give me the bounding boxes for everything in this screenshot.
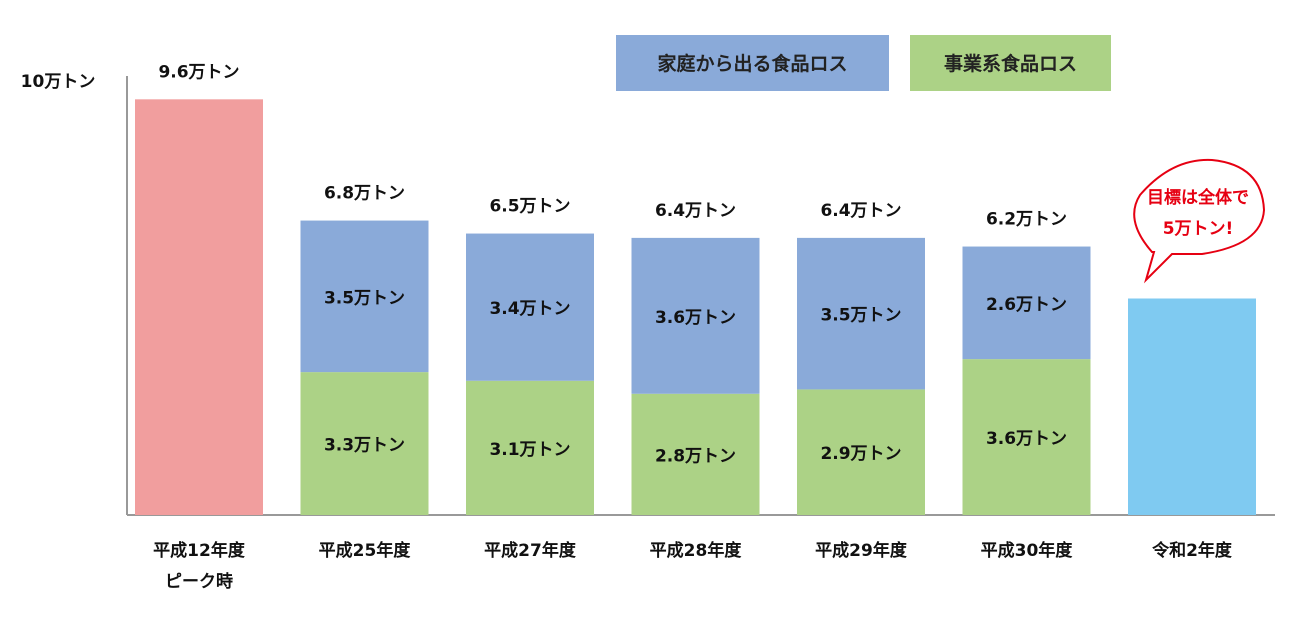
segment-label: 3.3万トン: [324, 436, 405, 456]
total-label: 6.2万トン: [986, 210, 1067, 230]
x-tick-label: 平成28年度: [650, 540, 743, 561]
bar-peak: [135, 99, 263, 515]
total-label: 6.8万トン: [324, 184, 405, 204]
annotation-text: 目標は全体で: [1147, 187, 1249, 208]
segment-label: 3.6万トン: [655, 308, 736, 328]
bar-segment: [631, 237, 760, 394]
x-tick-label: ピーク時: [165, 571, 233, 592]
bar-segment: [466, 233, 594, 381]
legend-label: 家庭から出る食品ロス: [657, 52, 847, 75]
segment-label: 2.9万トン: [820, 444, 901, 464]
x-tick-label: 平成30年度: [981, 540, 1074, 561]
x-tick-label: 平成12年度: [153, 540, 246, 561]
total-label: 6.5万トン: [489, 197, 570, 217]
legend-swatch: [910, 35, 1111, 91]
segment-label: 2.6万トン: [986, 295, 1067, 315]
speech-bubble: [1133, 158, 1266, 284]
segment-label: 3.4万トン: [489, 299, 570, 319]
segment-label: 3.6万トン: [986, 429, 1067, 449]
segment-label: 2.8万トン: [655, 446, 736, 466]
total-label: 6.4万トン: [655, 201, 736, 221]
x-tick-label: 平成25年度: [319, 540, 412, 561]
bar-target: [1128, 298, 1256, 515]
bar-segment: [962, 359, 1091, 515]
annotation-text: 5万トン!: [1163, 219, 1234, 239]
total-label: 6.4万トン: [820, 201, 901, 221]
total-label: 9.6万トン: [158, 62, 239, 82]
segment-label: 3.5万トン: [820, 306, 901, 326]
bar-segment: [962, 246, 1091, 360]
bar-segment: [300, 372, 429, 515]
x-tick-label: 平成27年度: [484, 540, 577, 561]
y-axis-label: 10万トン: [21, 72, 96, 92]
bar-segment: [797, 389, 925, 515]
x-tick-label: 平成29年度: [815, 540, 908, 561]
bar-segment: [300, 220, 429, 373]
legend-label: 事業系食品ロス: [944, 52, 1077, 75]
segment-label: 3.5万トン: [324, 288, 405, 308]
legend-swatch: [616, 35, 889, 91]
segment-label: 3.1万トン: [489, 440, 570, 460]
bar-segment: [797, 237, 925, 390]
bar-segment: [466, 380, 594, 515]
bar-segment: [631, 393, 760, 515]
x-tick-label: 令和2年度: [1152, 540, 1233, 561]
